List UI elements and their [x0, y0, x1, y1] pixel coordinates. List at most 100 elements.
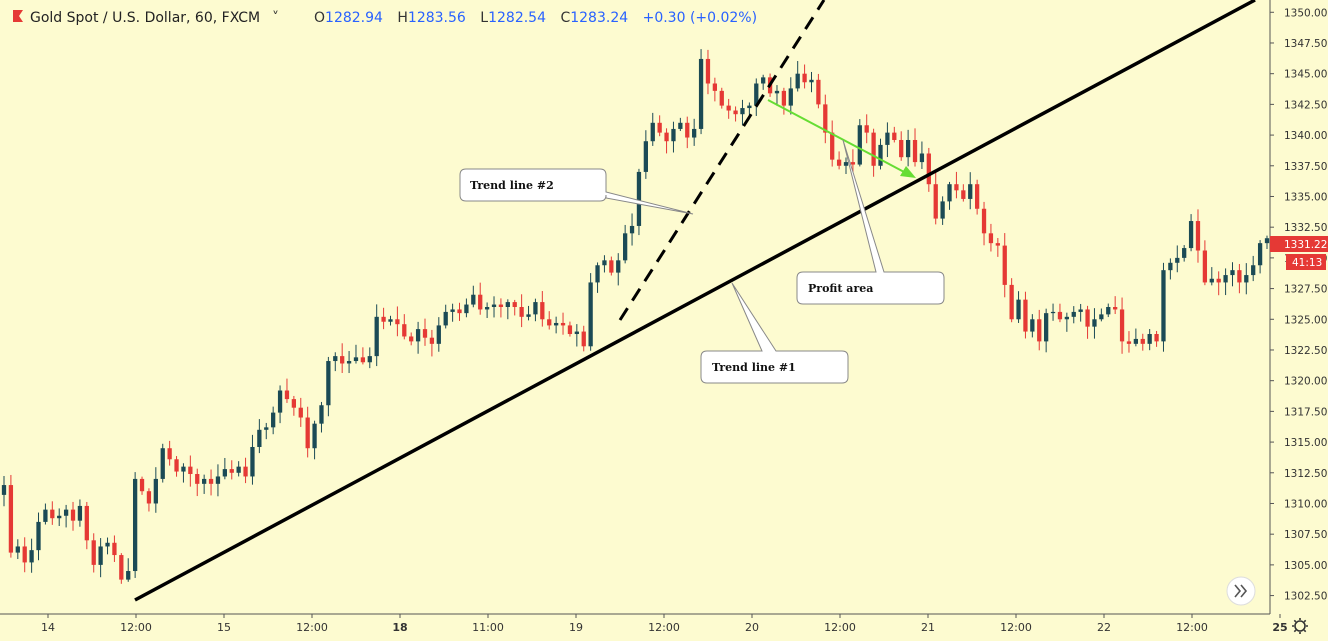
candle-body	[1195, 221, 1201, 251]
candle	[50, 501, 55, 525]
candle-body	[153, 478, 158, 504]
candle-body	[1119, 309, 1125, 342]
time-axis-background	[0, 614, 1328, 637]
price-tick-label: 1332.50	[1284, 222, 1327, 234]
candle	[664, 128, 669, 154]
symbol-header[interactable]: Gold Spot / U.S. Dollar, 60, FXCM ˅ O128…	[13, 10, 757, 26]
last-price-marker: 1331.22 41:13	[1270, 236, 1328, 270]
candle-body	[981, 208, 987, 234]
candle	[692, 118, 697, 146]
candle-body	[1230, 270, 1235, 276]
candle-body	[857, 125, 862, 165]
candle	[1175, 245, 1180, 273]
close-label: C	[560, 10, 570, 26]
time-axis[interactable]: 14 12:00 15 12:00 18 11:00 19 12:00 20 12:00 21 12:…	[0, 613, 1328, 637]
settings-button[interactable]	[1292, 618, 1308, 634]
candle	[926, 147, 931, 192]
candle-body	[519, 307, 524, 317]
candle	[761, 74, 766, 90]
candle-body	[1057, 311, 1063, 320]
candle	[1106, 303, 1111, 318]
candle	[153, 467, 158, 513]
candle	[498, 298, 504, 318]
candle	[678, 117, 683, 132]
candle	[1195, 209, 1201, 263]
candle	[657, 115, 662, 137]
candle	[146, 488, 152, 512]
candle-body	[823, 104, 828, 133]
trend-line-1[interactable]	[134, 0, 1256, 602]
candle	[160, 443, 165, 483]
price-tick-label: 1350.00	[1284, 7, 1327, 19]
price-axis[interactable]: 1302.50 1305.00 1307.50 1310.00 1312.50 1315.…	[1269, 0, 1328, 614]
candle-body	[761, 77, 766, 84]
candle-body	[443, 311, 448, 326]
scroll-right-button[interactable]	[1226, 576, 1256, 606]
candle-body	[319, 405, 324, 424]
candle-body	[422, 329, 428, 338]
price-tick-label: 1317.50	[1284, 406, 1327, 418]
profit-arrow-line	[767, 99, 907, 174]
candle-body	[540, 302, 545, 320]
candle-body	[77, 505, 83, 521]
profit-arrow[interactable]	[767, 99, 916, 178]
candle	[1092, 308, 1097, 339]
candle	[195, 468, 200, 497]
candle	[415, 321, 421, 354]
candle	[84, 501, 89, 550]
candle-body	[636, 171, 642, 226]
callout-profit-area[interactable]: Profit area	[796, 139, 945, 305]
candle-body	[878, 144, 883, 166]
candle-body	[1, 485, 7, 495]
candle-body	[1037, 319, 1042, 342]
time-tick-label: 20	[745, 621, 759, 634]
candle	[609, 256, 614, 276]
time-tick-label: 21	[921, 621, 935, 634]
candle	[533, 298, 538, 322]
candle-body	[415, 329, 421, 342]
chevron-down-icon[interactable]: ˅	[272, 10, 279, 26]
candle-body	[29, 550, 34, 563]
candle-body	[816, 79, 821, 105]
candle-body	[1175, 257, 1180, 263]
candle	[63, 504, 69, 528]
trend-line-2[interactable]	[618, 0, 826, 321]
price-tick-label: 1302.50	[1284, 591, 1327, 603]
candle-body	[132, 478, 138, 572]
candle-body	[595, 265, 600, 283]
candle-body	[1133, 338, 1139, 344]
candle	[77, 499, 83, 527]
candle-body	[1064, 316, 1069, 320]
candle-body	[533, 302, 538, 315]
price-tick-label: 1310.00	[1284, 498, 1327, 510]
candle	[1202, 240, 1208, 286]
candle-body	[63, 509, 69, 516]
candle-body	[1209, 278, 1214, 283]
candle	[850, 149, 856, 173]
candle	[298, 397, 303, 427]
candle-body	[774, 90, 780, 94]
symbol-title[interactable]: Gold Spot / U.S. Dollar, 60, FXCM	[30, 10, 260, 26]
candle	[1126, 331, 1132, 353]
price-tick-label: 1315.00	[1284, 437, 1327, 449]
candle-body	[236, 466, 241, 473]
candle-body	[126, 571, 131, 580]
callout-trend-line-1[interactable]: Trend line #1	[700, 282, 849, 384]
candle	[43, 503, 48, 525]
candle-body	[271, 412, 276, 428]
candle-body	[471, 294, 476, 305]
candle	[933, 171, 938, 225]
ohlc-values: O1282.94 H1283.56 L1282.54 C1283.24 +0.3…	[314, 10, 757, 26]
candle	[1237, 264, 1242, 294]
candle	[98, 538, 103, 578]
candle	[623, 224, 628, 264]
callout-trend-line-2[interactable]: Trend line #2	[459, 168, 694, 215]
price-tick-label: 1322.50	[1284, 345, 1327, 357]
candle	[119, 553, 124, 584]
candle-body	[705, 58, 711, 84]
candle	[1119, 297, 1125, 354]
candle-body	[547, 319, 552, 326]
candle	[1016, 291, 1021, 323]
candle-body	[1161, 270, 1166, 342]
